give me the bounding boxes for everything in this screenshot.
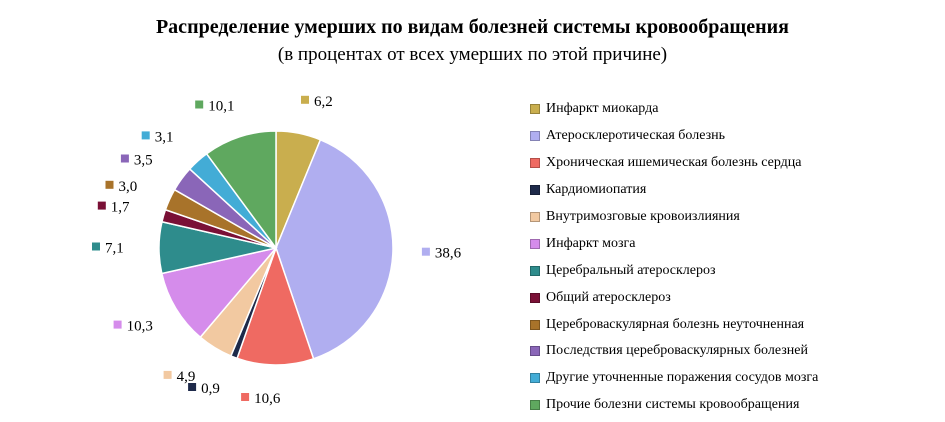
data-label-swatch [92,242,100,251]
legend-label: Последствия цереброваскулярных болезней [546,343,808,359]
legend-item-kardiomiopatiya: Кардиомиопатия [530,177,818,204]
data-label-swatch [163,370,172,379]
legend-item-tserebrovaskulyarnaya-bolezn-neutochnennaya: Цереброваскулярная болезнь неуточненная [530,311,818,338]
legend-item-vnutrimozgovye-krovoizliyaniya: Внутримозговые кровоизлияния [530,204,818,231]
legend-swatch [530,319,540,330]
data-label-swatch [301,95,309,104]
data-label-text: 1,7 [111,200,130,216]
pie-slice-hronicheskaya-ishemicheskaya-bolezn-serdtsa [236,245,315,366]
data-label-swatch [195,100,204,109]
data-label-kardiomiopatiya: 0,9 [188,381,220,397]
data-label-text: 3,5 [134,153,153,169]
data-label-tserebralnyy-ateroskleroz: 7,1 [92,241,124,257]
data-label-swatch [141,131,150,140]
data-label-text: 10,6 [254,391,281,407]
legend-swatch [530,104,540,115]
legend-label: Внутримозговые кровоизлияния [546,209,740,224]
legend-item-prochie-bolezni-sistemy-krovoobrascheniya: Прочие болезни системы кровообращения [530,392,818,419]
data-label-text: 6,2 [314,94,333,110]
data-label-vnutrimozgovye-krovoizliyaniya: 4,9 [163,369,196,385]
data-label-swatch [105,180,114,189]
legend-swatch [530,346,540,357]
data-label-text: 10,1 [208,99,234,115]
legend-item-infarkt-miokarda: Инфаркт миокарда [530,96,818,123]
chart-legend: Инфаркт миокарда Атеросклеротическая боле… [530,96,818,419]
legend-label: Церебральный атеросклероз [546,262,716,278]
data-label-obschiy-ateroskleroz: 1,7 [97,200,130,216]
data-label-tserebrovaskulyarnaya-bolezn-neutochnennaya: 3,0 [105,179,138,195]
legend-item-ateroskleroticheskaya-bolezn: Атеросклеротическая болезнь [530,123,818,150]
legend-swatch [530,238,540,249]
legend-item-obschiy-ateroskleroz: Общий атеросклероз [530,284,818,311]
data-label-infarkt-mozga: 10,3 [113,319,153,335]
data-label-swatch [241,393,250,401]
data-label-text: 10,3 [127,319,153,335]
data-label-text: 0,9 [201,381,220,397]
legend-swatch [530,158,540,169]
data-label-swatch [97,201,106,210]
chart-subtitle: (в процентах от всех умерших по этой при… [277,44,668,65]
data-label-infarkt-miokarda: 6,2 [301,94,333,110]
data-label-prochie-bolezni-sistemy-krovoobrascheniya: 10,1 [195,99,234,115]
legend-swatch [530,373,540,384]
legend-label: Атеросклеротическая болезнь [546,128,726,144]
legend-swatch [530,400,540,411]
legend-label: Кардиомиопатия [546,182,647,198]
legend-label: Хроническая ишемическая болезнь сердца [546,155,802,171]
data-label-swatch [421,247,430,256]
legend-label: Прочие болезни системы кровообращения [546,397,800,413]
data-label-text: 4,9 [177,369,196,385]
chart-title: Распределение умерших по видам болезней … [155,16,790,38]
data-label-swatch [113,320,122,329]
legend-swatch [530,131,540,142]
pie-slice-prochie-bolezni-sistemy-krovoobrascheniya [205,130,277,251]
data-label-posledstviya-tserebrovaskulyarnyh-bolezney: 3,5 [120,153,153,169]
legend-swatch [530,212,540,222]
legend-item-tserebralnyy-ateroskleroz: Церебральный атеросклероз [530,257,818,284]
data-label-ateroskleroticheskaya-bolezn: 38,6 [421,246,462,262]
legend-label: Инфаркт миокарда [546,101,659,117]
legend-label: Другие уточненные поражения сосудов мозг… [546,370,819,386]
data-label-swatch [120,154,129,163]
data-label-text: 3,1 [155,129,174,145]
data-label-swatch [188,383,197,391]
legend-label: Общий атеросклероз [546,289,671,305]
legend-item-hronicheskaya-ishemicheskaya-bolezn-serdtsa: Хроническая ишемическая болезнь сердца [530,150,818,177]
legend-swatch [530,265,540,276]
data-label-hronicheskaya-ishemicheskaya-bolezn-serdtsa: 10,6 [241,391,281,407]
data-label-text: 3,0 [119,179,138,195]
pie-slice-infarkt-mozga [160,246,279,339]
legend-item-posledstviya-tserebrovaskulyarnyh-bolezney: Последствия цереброваскулярных болезней [530,338,818,365]
legend-item-drugie-utochnennye-porazheniya-sosudov-mozga: Другие уточненные поражения сосудов мозг… [530,365,818,392]
legend-item-infarkt-mozga: Инфаркт мозга [530,230,818,257]
legend-swatch [530,292,540,303]
pie-slice-ateroskleroticheskaya-bolezn [275,138,394,360]
legend-swatch [530,185,540,196]
legend-label: Цереброваскулярная болезнь неуточненная [546,316,805,332]
legend-label: Инфаркт мозга [546,235,636,251]
data-label-text: 38,6 [435,246,462,262]
data-label-text: 7,1 [105,241,124,257]
data-label-drugie-utochnennye-porazheniya-sosudov-mozga: 3,1 [141,129,174,145]
